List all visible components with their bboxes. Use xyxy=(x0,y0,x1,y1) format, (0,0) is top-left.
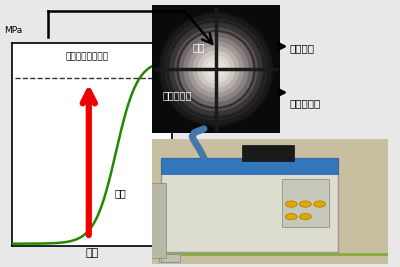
Circle shape xyxy=(179,32,253,107)
Circle shape xyxy=(206,60,226,79)
Bar xyxy=(242,145,294,162)
Text: 高圧水素: 高圧水素 xyxy=(290,43,315,53)
X-axis label: 時間: 時間 xyxy=(85,248,99,258)
Bar xyxy=(159,254,178,262)
Text: 液化二酸化: 液化二酸化 xyxy=(290,98,321,108)
Circle shape xyxy=(156,9,276,129)
Circle shape xyxy=(165,18,267,120)
Text: 二酸化炭素: 二酸化炭素 xyxy=(162,90,192,100)
Bar xyxy=(147,183,166,258)
Circle shape xyxy=(170,23,262,116)
Bar xyxy=(282,179,329,227)
Bar xyxy=(162,158,338,252)
Bar xyxy=(162,158,338,174)
Bar xyxy=(162,254,180,262)
Circle shape xyxy=(285,214,297,220)
Circle shape xyxy=(192,46,240,93)
Circle shape xyxy=(300,201,311,207)
Text: MPa: MPa xyxy=(4,26,22,35)
Text: 水素＋二酸化炭素: 水素＋二酸化炭素 xyxy=(66,52,109,61)
Circle shape xyxy=(300,214,311,220)
Circle shape xyxy=(211,64,221,74)
Circle shape xyxy=(314,201,326,207)
Circle shape xyxy=(197,50,235,88)
Circle shape xyxy=(160,14,272,125)
Text: ギ酸: ギ酸 xyxy=(115,188,127,198)
Circle shape xyxy=(183,37,249,102)
Text: 水素: 水素 xyxy=(193,43,206,53)
Circle shape xyxy=(188,41,244,97)
Circle shape xyxy=(285,201,297,207)
Circle shape xyxy=(202,55,230,84)
Circle shape xyxy=(174,28,258,111)
